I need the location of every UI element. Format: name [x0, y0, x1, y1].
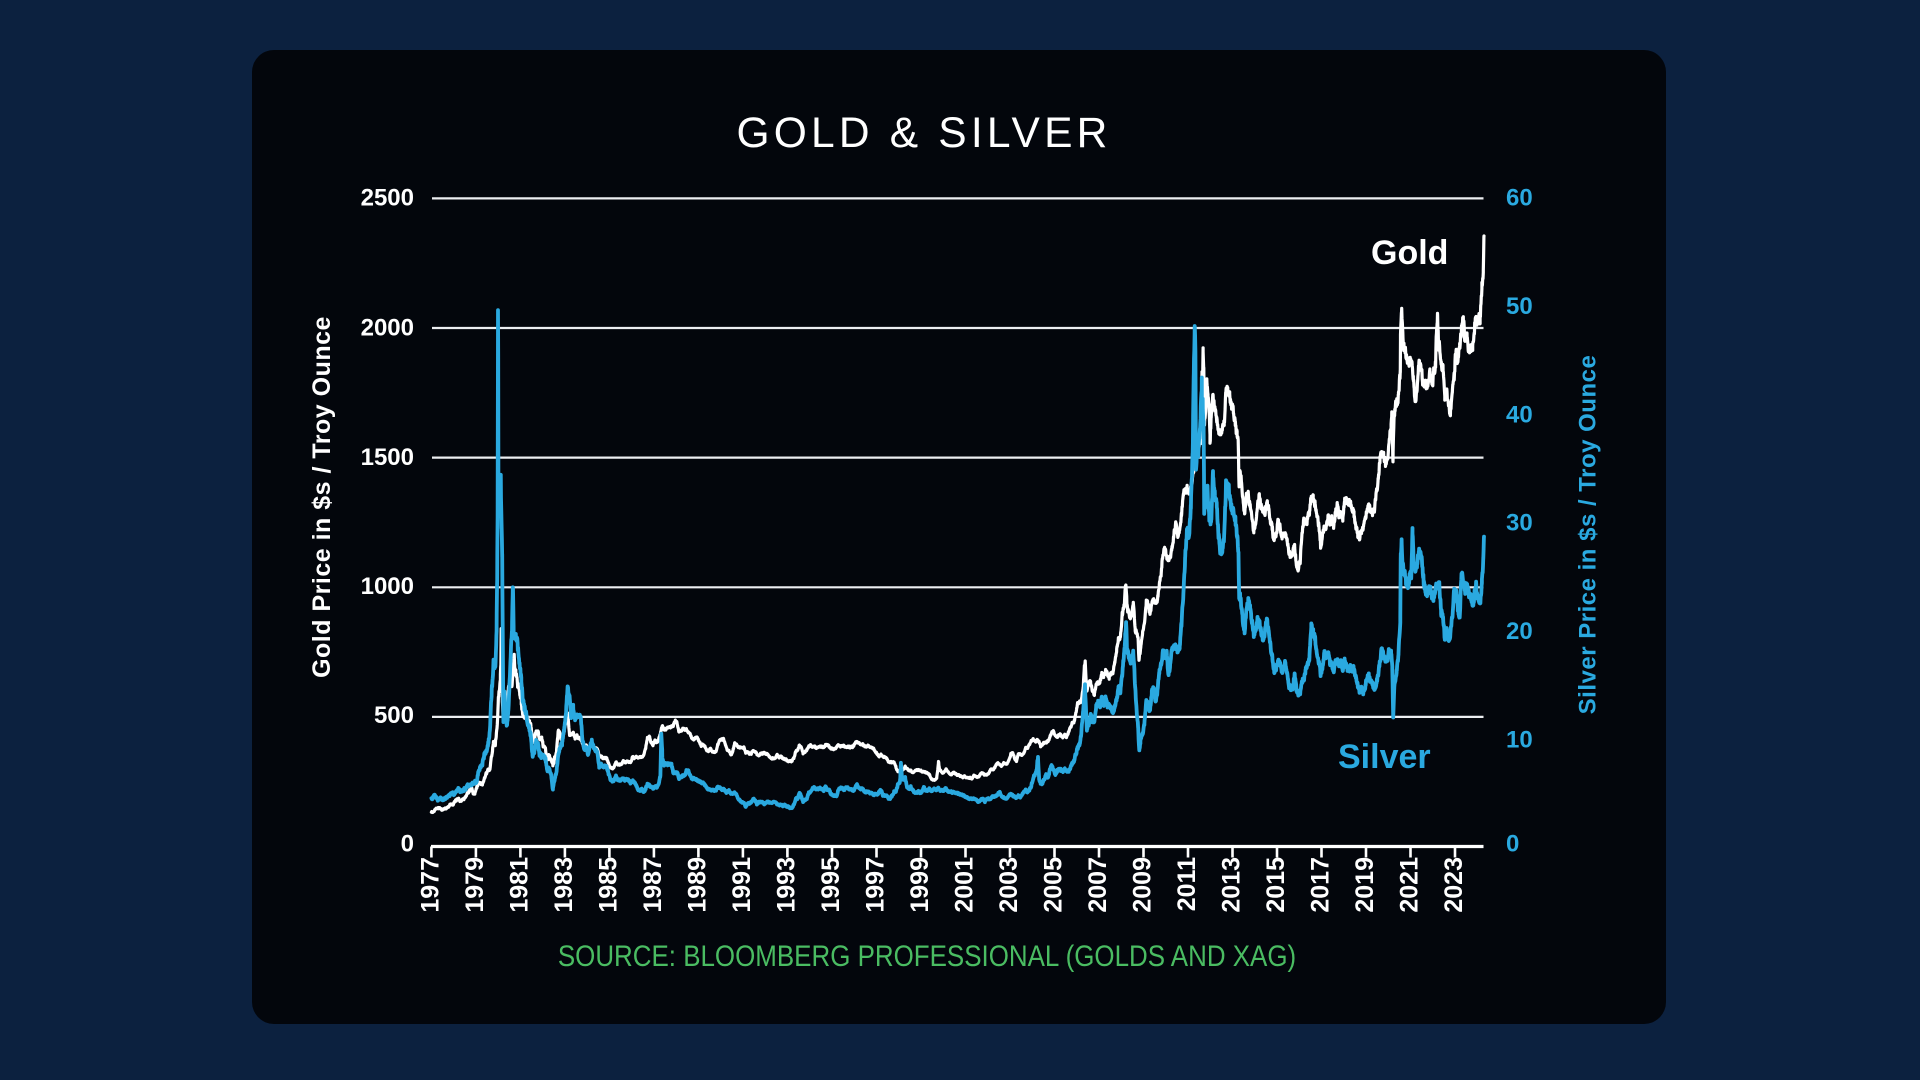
- svg-text:2001: 2001: [951, 857, 979, 913]
- svg-text:2023: 2023: [1440, 857, 1468, 913]
- svg-text:60: 60: [1506, 185, 1533, 212]
- svg-text:40: 40: [1506, 401, 1533, 428]
- svg-text:2015: 2015: [1262, 857, 1290, 913]
- svg-text:1000: 1000: [361, 573, 414, 600]
- svg-text:10: 10: [1506, 726, 1533, 753]
- svg-text:50: 50: [1506, 293, 1533, 320]
- svg-text:2013: 2013: [1218, 857, 1246, 913]
- svg-text:2011: 2011: [1173, 857, 1201, 911]
- svg-text:1999: 1999: [906, 857, 934, 913]
- svg-text:1985: 1985: [594, 857, 622, 913]
- svg-text:1500: 1500: [361, 444, 414, 471]
- svg-text:2005: 2005: [1040, 857, 1068, 913]
- svg-text:1979: 1979: [461, 857, 489, 913]
- svg-text:2009: 2009: [1129, 857, 1157, 913]
- svg-text:Silver: Silver: [1338, 738, 1431, 776]
- svg-text:Gold Price in $s / Troy Ounce: Gold Price in $s / Troy Ounce: [308, 316, 336, 678]
- svg-text:1983: 1983: [550, 857, 578, 913]
- svg-text:SOURCE: BLOOMBERG PROFESSIONAL: SOURCE: BLOOMBERG PROFESSIONAL (GOLDS AN…: [558, 939, 1296, 972]
- svg-text:1981: 1981: [505, 857, 533, 913]
- svg-text:2007: 2007: [1084, 857, 1112, 913]
- svg-text:1977: 1977: [416, 857, 444, 913]
- svg-text:30: 30: [1506, 510, 1533, 537]
- svg-text:2003: 2003: [995, 857, 1023, 913]
- svg-text:1997: 1997: [862, 857, 890, 913]
- svg-text:1991: 1991: [728, 857, 756, 913]
- svg-text:2500: 2500: [361, 185, 414, 212]
- svg-text:2000: 2000: [361, 315, 414, 342]
- svg-text:Silver Price in $s / Troy Ounc: Silver Price in $s / Troy Ounce: [1575, 355, 1602, 715]
- svg-text:0: 0: [401, 831, 414, 858]
- svg-text:Gold: Gold: [1371, 234, 1448, 272]
- svg-text:2017: 2017: [1307, 857, 1335, 913]
- svg-text:1995: 1995: [817, 857, 845, 913]
- svg-text:20: 20: [1506, 618, 1533, 645]
- svg-text:GOLD & SILVER: GOLD & SILVER: [736, 110, 1111, 157]
- svg-text:1987: 1987: [639, 857, 667, 913]
- svg-text:1989: 1989: [683, 857, 711, 913]
- svg-text:0: 0: [1506, 831, 1519, 858]
- svg-text:2021: 2021: [1396, 857, 1424, 913]
- svg-text:500: 500: [374, 702, 414, 729]
- svg-text:1993: 1993: [772, 857, 800, 913]
- svg-text:2019: 2019: [1351, 857, 1379, 913]
